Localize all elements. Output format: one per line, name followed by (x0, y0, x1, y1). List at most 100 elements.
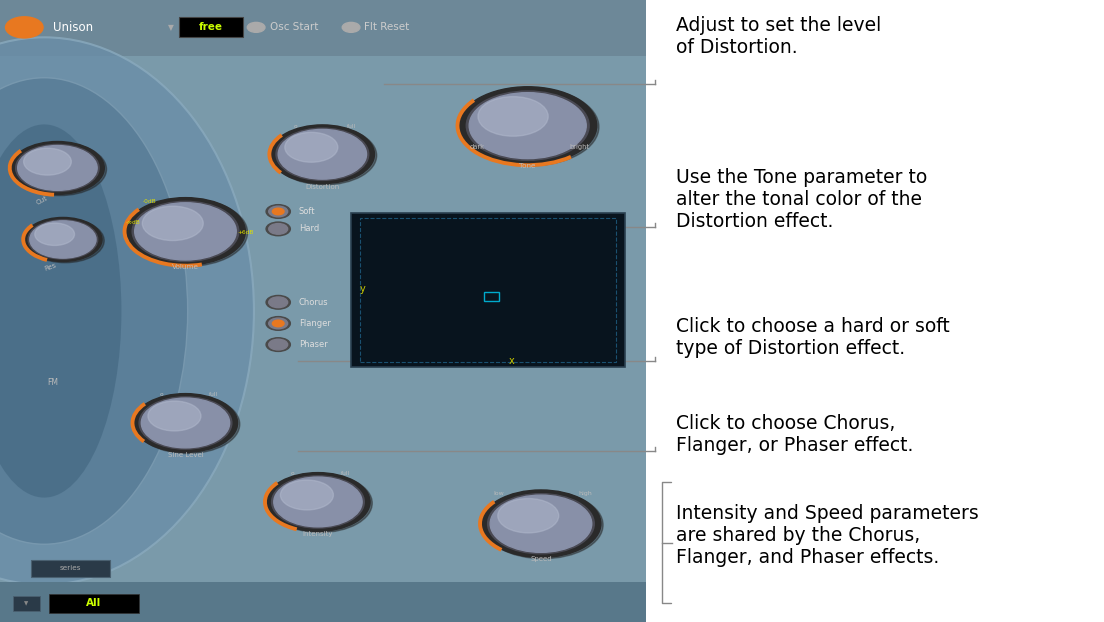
Circle shape (35, 223, 75, 246)
Circle shape (273, 126, 376, 185)
Circle shape (270, 125, 374, 183)
Circle shape (498, 499, 559, 533)
Circle shape (478, 96, 549, 136)
Circle shape (490, 495, 592, 552)
Circle shape (15, 144, 99, 192)
Text: Tone: Tone (520, 163, 535, 169)
Text: Hard: Hard (299, 225, 319, 233)
Text: Flt Reset: Flt Reset (364, 22, 410, 32)
Text: Intensity: Intensity (302, 531, 333, 537)
Circle shape (268, 339, 288, 350)
Circle shape (273, 208, 284, 215)
Text: Speed: Speed (530, 556, 552, 562)
Ellipse shape (0, 78, 188, 544)
Text: dark: dark (469, 144, 485, 151)
Text: ▼: ▼ (168, 23, 174, 32)
Circle shape (466, 91, 590, 160)
Text: ▼: ▼ (24, 601, 29, 606)
Circle shape (276, 128, 369, 180)
Bar (360, 218, 616, 362)
Bar (351, 213, 625, 367)
Circle shape (481, 490, 601, 557)
Ellipse shape (0, 124, 121, 498)
Text: low: low (493, 491, 505, 496)
Circle shape (128, 199, 247, 266)
Text: Volume: Volume (172, 264, 199, 271)
Bar (0, 0, 646, 622)
Text: free: free (199, 22, 223, 32)
Circle shape (132, 202, 238, 261)
Circle shape (135, 203, 236, 260)
Circle shape (142, 207, 203, 241)
Circle shape (274, 477, 362, 527)
Circle shape (26, 219, 104, 262)
Circle shape (134, 394, 237, 452)
Text: Osc Start: Osc Start (270, 22, 319, 32)
Circle shape (484, 491, 603, 559)
Bar (484, 292, 499, 301)
Text: Flanger: Flanger (299, 319, 331, 328)
Circle shape (268, 474, 372, 532)
Circle shape (266, 205, 290, 218)
Bar (49, 594, 139, 613)
Text: FM: FM (47, 378, 59, 387)
Bar (0, 0, 646, 56)
Text: full: full (209, 392, 217, 397)
Circle shape (30, 221, 96, 258)
Circle shape (268, 318, 288, 329)
Circle shape (148, 401, 201, 431)
Text: Res: Res (44, 262, 57, 272)
Circle shape (11, 142, 104, 194)
Text: Unison: Unison (53, 21, 93, 34)
Text: +6dB: +6dB (237, 230, 254, 235)
Text: y: y (359, 284, 365, 294)
Bar (31, 560, 110, 577)
Text: Phaser: Phaser (299, 340, 328, 349)
Circle shape (13, 143, 106, 195)
Circle shape (266, 338, 290, 351)
Ellipse shape (0, 37, 254, 585)
Circle shape (273, 320, 284, 327)
Circle shape (266, 473, 370, 531)
Circle shape (266, 222, 290, 236)
Text: series: series (60, 565, 82, 571)
Text: Intensity and Speed parameters
are shared by the Chorus,
Flanger, and Phaser eff: Intensity and Speed parameters are share… (676, 504, 978, 567)
Circle shape (136, 395, 240, 453)
Text: Soft: Soft (299, 207, 316, 216)
Circle shape (268, 206, 288, 217)
Text: full: full (347, 124, 355, 129)
Text: Chorus: Chorus (299, 298, 329, 307)
Bar (0, 56, 646, 622)
Circle shape (24, 218, 102, 261)
Text: Cut: Cut (35, 195, 49, 207)
Circle shape (458, 86, 597, 165)
Circle shape (6, 17, 43, 38)
Circle shape (342, 22, 360, 32)
Text: o: o (290, 471, 295, 476)
Circle shape (488, 494, 594, 554)
Text: -0dB: -0dB (144, 199, 157, 204)
Circle shape (247, 22, 265, 32)
Circle shape (141, 398, 230, 448)
Circle shape (268, 297, 288, 308)
Text: Use the Tone parameter to
alter the tonal color of the
Distortion effect.: Use the Tone parameter to alter the tona… (676, 168, 927, 231)
Circle shape (469, 93, 586, 159)
Bar (0, 582, 646, 622)
Text: Click to choose a hard or soft
type of Distortion effect.: Click to choose a hard or soft type of D… (676, 317, 949, 358)
Text: -∞dB: -∞dB (126, 220, 140, 225)
Text: Click to choose Chorus,
Flanger, or Phaser effect.: Click to choose Chorus, Flanger, or Phas… (676, 414, 913, 455)
Circle shape (266, 295, 290, 309)
Circle shape (285, 132, 338, 162)
Circle shape (126, 198, 245, 265)
Circle shape (139, 397, 232, 449)
Bar (179, 17, 243, 37)
Circle shape (268, 223, 288, 234)
Bar (13, 596, 40, 611)
Circle shape (280, 480, 333, 510)
Circle shape (23, 148, 72, 175)
Text: full: full (341, 471, 350, 476)
Circle shape (272, 476, 364, 528)
Text: All: All (86, 598, 102, 608)
Text: bright: bright (570, 144, 590, 151)
Text: Sine Level: Sine Level (168, 452, 203, 458)
